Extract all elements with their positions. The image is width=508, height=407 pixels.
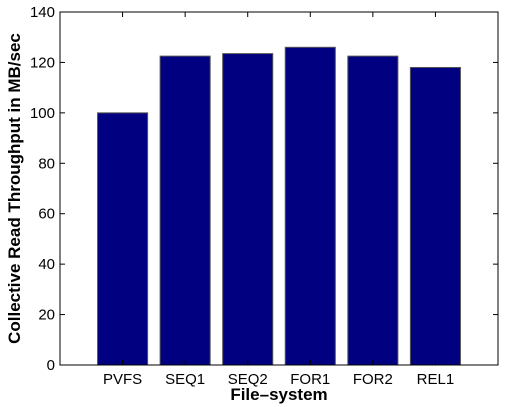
y-tick-label: 40 — [38, 256, 55, 273]
y-axis: 0 20 40 60 80 100 120 140 — [30, 4, 498, 374]
y-tick-label: 140 — [30, 4, 55, 21]
bar-pvfs — [97, 112, 149, 366]
y-tick-label: 80 — [38, 155, 55, 172]
bar-seq2 — [222, 53, 274, 366]
y-tick-label: 60 — [38, 206, 55, 223]
y-tick-label: 20 — [38, 307, 55, 324]
x-axis-title: File–system — [230, 385, 327, 404]
bar-rel1 — [409, 66, 461, 366]
x-tick-label: PVFS — [103, 371, 142, 388]
bar-for2 — [347, 55, 399, 366]
y-tick-label: 120 — [30, 54, 55, 71]
y-tick-label: 100 — [30, 105, 55, 122]
x-tick-label: FOR1 — [290, 371, 330, 388]
y-axis-title: Collective Read Throughput in MB/sec — [5, 33, 24, 344]
x-tick-label: REL1 — [417, 371, 455, 388]
bar-for1 — [284, 46, 336, 366]
x-tick-label: SEQ2 — [228, 371, 268, 388]
plot-frame — [59, 11, 499, 366]
x-axis: PVFS SEQ1 SEQ2 FOR1 FOR2 REL1 — [103, 12, 454, 388]
bars — [97, 46, 461, 366]
x-tick-label: FOR2 — [353, 371, 393, 388]
bar-seq1 — [159, 55, 211, 366]
y-tick-label: 0 — [47, 357, 55, 374]
x-tick-label: SEQ1 — [165, 371, 205, 388]
